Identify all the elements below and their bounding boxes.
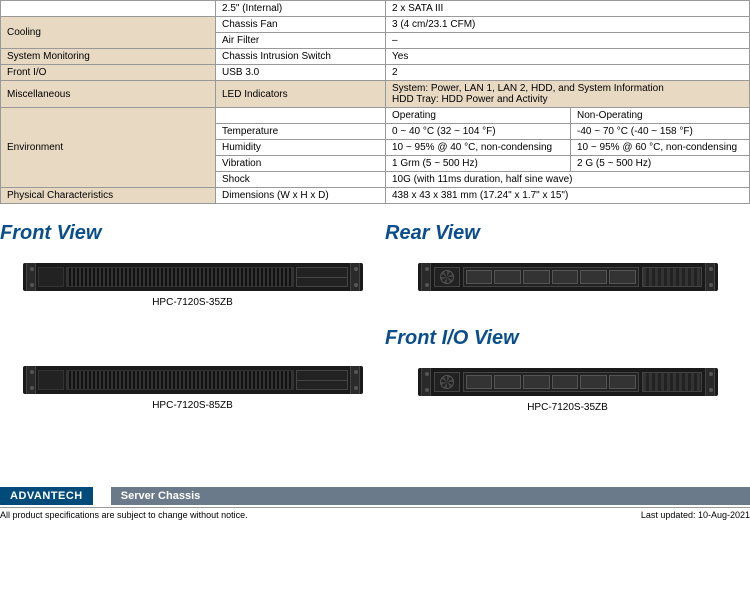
rack-ear-left	[26, 263, 36, 291]
rear-view-title: Rear View	[385, 222, 750, 245]
spec-category: Front I/O	[1, 65, 216, 81]
spec-attribute: Temperature	[216, 124, 386, 140]
last-updated: Last updated: 10-Aug-2021	[641, 510, 750, 520]
front-caption-2: HPC-7120S-85ZB	[0, 400, 385, 411]
spec-attribute: USB 3.0	[216, 65, 386, 81]
spec-attribute: Air Filter	[216, 33, 386, 49]
spec-attribute: Chassis Fan	[216, 17, 386, 33]
spec-category: Physical Characteristics	[1, 188, 216, 204]
spec-category: Miscellaneous	[1, 81, 216, 108]
spec-value: 3 (4 cm/23.1 CFM)	[386, 17, 750, 33]
front-io-panel-image	[418, 368, 718, 396]
table-row: Front I/OUSB 3.02	[1, 65, 750, 81]
rear-panel-image	[418, 263, 718, 291]
table-row: 2.5" (Internal)2 x SATA III	[1, 1, 750, 17]
spec-attribute: Humidity	[216, 140, 386, 156]
spec-value: 2	[386, 65, 750, 81]
chassis-image	[23, 263, 363, 291]
spec-category: Environment	[1, 108, 216, 188]
rack-ear-left	[421, 263, 431, 291]
psu-fan-icon	[434, 267, 460, 287]
spec-value: 10 ~ 95% @ 60 °C, non-condensing	[571, 140, 750, 156]
front-chassis-2: HPC-7120S-85ZB	[0, 366, 385, 411]
spec-value: 2 G (5 ~ 500 Hz)	[571, 156, 750, 172]
table-row: Physical CharacteristicsDimensions (W x …	[1, 188, 750, 204]
table-row: MiscellaneousLED IndicatorsSystem: Power…	[1, 81, 750, 108]
rack-ear-left	[421, 368, 431, 396]
front-view-title: Front View	[0, 222, 385, 245]
front-caption-1: HPC-7120S-35ZB	[0, 297, 385, 308]
rack-ear-right	[705, 263, 715, 291]
spec-attribute: Shock	[216, 172, 386, 188]
spec-value: System: Power, LAN 1, LAN 2, HDD, and Sy…	[386, 81, 750, 108]
spec-category	[1, 1, 216, 17]
spec-value: Yes	[386, 49, 750, 65]
spec-attribute: Chassis Intrusion Switch	[216, 49, 386, 65]
spec-value: 2 x SATA III	[386, 1, 750, 17]
front-ports	[38, 370, 64, 390]
spec-value: 438 x 43 x 381 mm (17.24" x 1.7" x 15")	[386, 188, 750, 204]
drive-bay	[296, 267, 348, 287]
table-row: CoolingChassis Fan3 (4 cm/23.1 CFM)	[1, 17, 750, 33]
chassis-image	[23, 366, 363, 394]
category-label: Server Chassis	[111, 487, 750, 505]
rear-chassis	[385, 263, 750, 291]
spec-attribute	[216, 108, 386, 124]
front-grille	[66, 267, 294, 287]
spec-value: 0 ~ 40 °C (32 ~ 104 °F)	[386, 124, 571, 140]
views-section: Front View HPC-7120S-35ZB HPC-7120S-85ZB	[0, 222, 750, 431]
front-grille	[66, 370, 294, 390]
spec-value: Operating	[386, 108, 571, 124]
spec-value: –	[386, 33, 750, 49]
spec-table: 2.5" (Internal)2 x SATA IIICoolingChassi…	[0, 0, 750, 204]
front-io-caption: HPC-7120S-35ZB	[385, 402, 750, 413]
table-row: System MonitoringChassis Intrusion Switc…	[1, 49, 750, 65]
spec-value: -40 ~ 70 °C (-40 ~ 158 °F)	[571, 124, 750, 140]
io-block	[463, 372, 639, 392]
disclaimer-text: All product specifications are subject t…	[0, 510, 248, 520]
page-footer: ADVANTECH Server Chassis All product spe…	[0, 487, 750, 520]
front-ports	[38, 267, 64, 287]
spec-attribute: Dimensions (W x H x D)	[216, 188, 386, 204]
io-block	[463, 267, 639, 287]
spec-attribute: Vibration	[216, 156, 386, 172]
brand-logo: ADVANTECH	[0, 487, 93, 505]
front-io-chassis: HPC-7120S-35ZB	[385, 368, 750, 413]
spec-attribute: LED Indicators	[216, 81, 386, 108]
spec-category: System Monitoring	[1, 49, 216, 65]
spec-value: 10 ~ 95% @ 40 °C, non-condensing	[386, 140, 571, 156]
front-chassis-1: HPC-7120S-35ZB	[0, 263, 385, 308]
expansion-slot	[642, 267, 702, 287]
expansion-slot	[642, 372, 702, 392]
spec-value: Non-Operating	[571, 108, 750, 124]
rack-ear-right	[350, 263, 360, 291]
spec-value: 10G (with 11ms duration, half sine wave)	[386, 172, 750, 188]
table-row: EnvironmentOperatingNon-Operating	[1, 108, 750, 124]
spec-attribute: 2.5" (Internal)	[216, 1, 386, 17]
rack-ear-left	[26, 366, 36, 394]
spec-category: Cooling	[1, 17, 216, 49]
rack-ear-right	[350, 366, 360, 394]
front-io-title: Front I/O View	[385, 327, 750, 350]
rack-ear-right	[705, 368, 715, 396]
spec-value: 1 Grm (5 ~ 500 Hz)	[386, 156, 571, 172]
psu-fan-icon	[434, 372, 460, 392]
drive-bay	[296, 370, 348, 390]
